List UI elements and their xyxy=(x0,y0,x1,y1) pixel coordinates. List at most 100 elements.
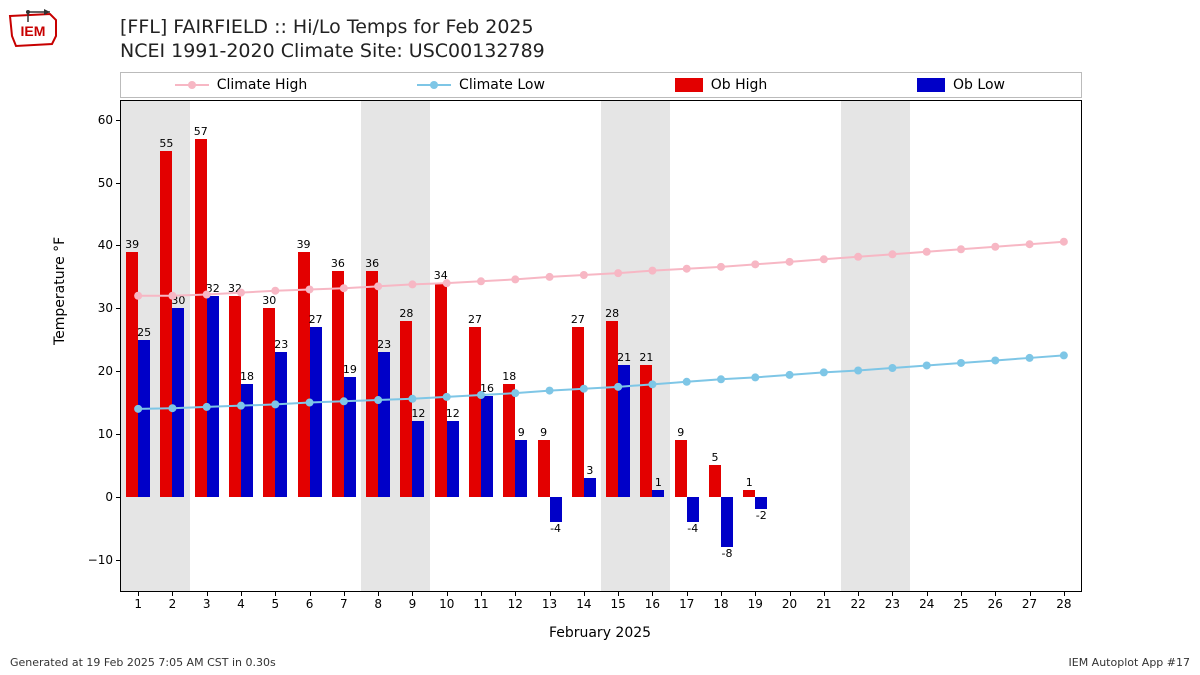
climate-low-marker xyxy=(648,380,656,388)
x-tick-mark xyxy=(550,591,551,596)
climate-low-marker xyxy=(820,368,828,376)
climate-low-marker xyxy=(134,405,142,413)
climate-high-marker xyxy=(683,265,691,273)
x-tick-mark xyxy=(584,591,585,596)
climate-high-marker xyxy=(1060,238,1068,246)
climate-low-marker xyxy=(271,400,279,408)
climate-low-marker xyxy=(1060,351,1068,359)
climate-high-marker xyxy=(477,277,485,285)
x-tick-mark xyxy=(310,591,311,596)
climate-high-marker xyxy=(957,245,965,253)
climate-low-marker xyxy=(1026,354,1034,362)
iem-logo: IEM xyxy=(6,6,61,54)
legend-ob-low: Ob Low xyxy=(841,77,1081,93)
climate-low-marker xyxy=(580,385,588,393)
climate-low-marker xyxy=(511,389,519,397)
climate-low-marker xyxy=(991,356,999,364)
climate-high-marker xyxy=(203,290,211,298)
x-tick-mark xyxy=(858,591,859,596)
climate-high-marker xyxy=(134,292,142,300)
y-axis-label: Temperature °F xyxy=(52,237,68,345)
x-tick-mark xyxy=(412,591,413,596)
climate-high-marker xyxy=(854,253,862,261)
x-tick-mark xyxy=(378,591,379,596)
climate-high-marker xyxy=(511,275,519,283)
climate-high-marker xyxy=(408,280,416,288)
x-tick-mark xyxy=(207,591,208,596)
climate-high-marker xyxy=(237,289,245,297)
climate-low-marker xyxy=(340,397,348,405)
x-tick-mark xyxy=(721,591,722,596)
footer-generated: Generated at 19 Feb 2025 7:05 AM CST in … xyxy=(10,656,276,669)
bar-swatch-icon xyxy=(917,78,945,92)
climate-low-marker xyxy=(237,402,245,410)
x-tick-mark xyxy=(447,591,448,596)
x-axis-label: February 2025 xyxy=(120,625,1080,641)
x-tick-mark xyxy=(138,591,139,596)
x-tick-mark xyxy=(892,591,893,596)
climate-low-marker xyxy=(306,399,314,407)
climate-high-marker xyxy=(271,287,279,295)
x-tick-mark xyxy=(618,591,619,596)
x-tick-mark xyxy=(652,591,653,596)
climate-high-marker xyxy=(168,292,176,300)
x-tick-mark xyxy=(344,591,345,596)
climate-high-marker xyxy=(443,279,451,287)
climate-high-marker xyxy=(306,285,314,293)
climate-low-marker xyxy=(477,391,485,399)
line-swatch-icon xyxy=(175,78,209,92)
climate-high-marker xyxy=(374,282,382,290)
title-line2: NCEI 1991-2020 Climate Site: USC00132789 xyxy=(120,40,545,64)
bar-swatch-icon xyxy=(675,78,703,92)
x-tick-mark xyxy=(824,591,825,596)
climate-low-marker xyxy=(786,371,794,379)
climate-low-marker xyxy=(957,359,965,367)
x-tick-mark xyxy=(995,591,996,596)
legend-ob-high: Ob High xyxy=(601,77,841,93)
x-tick-mark xyxy=(275,591,276,596)
climate-high-marker xyxy=(546,273,554,281)
climate-low-marker xyxy=(408,395,416,403)
climate-high-marker xyxy=(786,258,794,266)
x-tick-mark xyxy=(481,591,482,596)
climate-high-marker xyxy=(340,284,348,292)
climate-low-marker xyxy=(443,393,451,401)
x-tick-mark xyxy=(790,591,791,596)
x-tick-mark xyxy=(687,591,688,596)
climate-lines-layer xyxy=(121,101,1081,591)
x-tick-mark xyxy=(241,591,242,596)
x-tick-mark xyxy=(1064,591,1065,596)
climate-high-marker xyxy=(614,269,622,277)
footer-app: IEM Autoplot App #17 xyxy=(1069,656,1191,669)
legend-climate-low: Climate Low xyxy=(361,77,601,93)
x-tick-mark xyxy=(172,591,173,596)
chart-title: [FFL] FAIRFIELD :: Hi/Lo Temps for Feb 2… xyxy=(120,16,545,64)
x-tick-mark xyxy=(755,591,756,596)
climate-low-marker xyxy=(854,367,862,375)
climate-low-marker xyxy=(751,373,759,381)
climate-low-marker xyxy=(717,375,725,383)
legend: Climate High Climate Low Ob High Ob Low xyxy=(120,72,1082,98)
x-tick-mark xyxy=(927,591,928,596)
climate-high-marker xyxy=(580,271,588,279)
legend-climate-high: Climate High xyxy=(121,77,361,93)
climate-high-marker xyxy=(717,263,725,271)
climate-high-marker xyxy=(820,255,828,263)
legend-label: Ob High xyxy=(711,77,768,93)
climate-low-marker xyxy=(683,378,691,386)
logo-text: IEM xyxy=(21,23,46,39)
climate-low-marker xyxy=(546,387,554,395)
chart-plot-area: −100102030405060123456789101112131415161… xyxy=(120,100,1082,592)
climate-low-marker xyxy=(168,404,176,412)
legend-label: Ob Low xyxy=(953,77,1005,93)
legend-label: Climate High xyxy=(217,77,308,93)
climate-high-marker xyxy=(991,243,999,251)
climate-high-marker xyxy=(888,250,896,258)
climate-low-marker xyxy=(614,383,622,391)
x-tick-mark xyxy=(961,591,962,596)
x-tick-mark xyxy=(1030,591,1031,596)
climate-low-marker xyxy=(203,403,211,411)
climate-low-marker xyxy=(923,361,931,369)
climate-high-marker xyxy=(751,260,759,268)
climate-high-marker xyxy=(648,267,656,275)
